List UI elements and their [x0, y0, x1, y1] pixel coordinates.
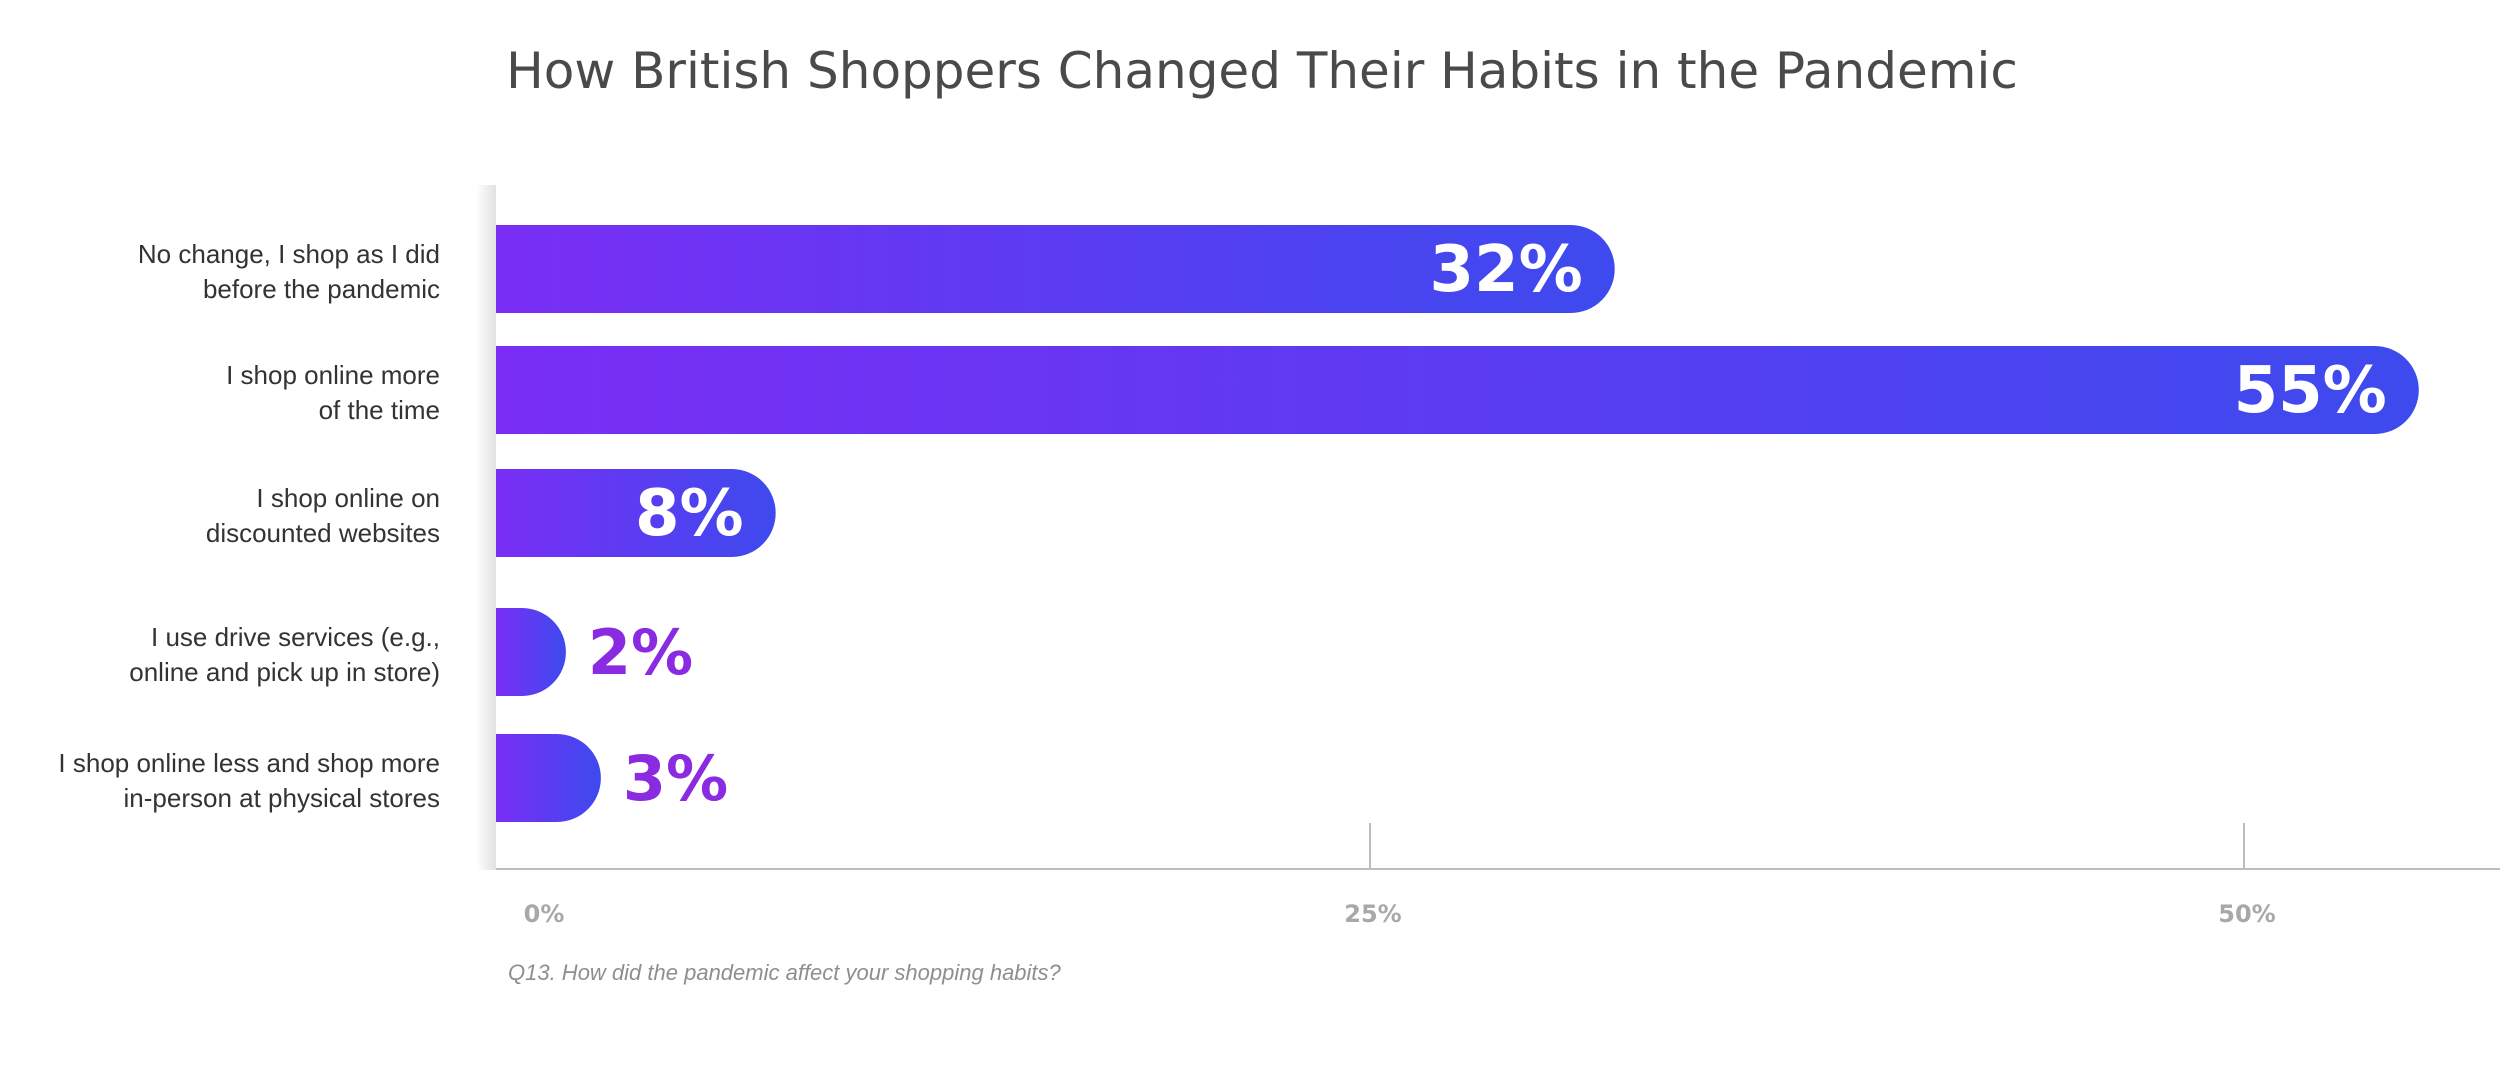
category-label: I use drive services (e.g.,: [151, 622, 440, 652]
x-tick-label: 25%: [1344, 900, 1401, 928]
value-label: 3%: [623, 742, 728, 815]
category-label: I shop online more: [226, 360, 440, 390]
bars-layer: 32% 55% 8% 2% 3%: [496, 225, 2419, 822]
category-label: No change, I shop as I did: [138, 239, 440, 269]
bar: [496, 608, 566, 696]
category-label: discounted websites: [206, 518, 440, 548]
category-label: in-person at physical stores: [124, 783, 440, 813]
bar: [496, 734, 601, 822]
bar: [496, 469, 776, 557]
category-label: of the time: [319, 395, 440, 425]
category-label: I shop online less and shop more: [58, 748, 440, 778]
value-label: 55%: [2234, 354, 2387, 428]
x-tick-label: 50%: [2218, 900, 2275, 928]
category-labels: No change, I shop as I did before the pan…: [58, 239, 440, 813]
chart-title: How British Shoppers Changed Their Habit…: [506, 42, 2018, 100]
bar: [496, 346, 2419, 434]
x-tick-label: 0%: [524, 900, 565, 928]
bar: [496, 225, 1615, 313]
value-label: 8%: [635, 477, 744, 551]
x-axis: 0% 25% 50%: [496, 823, 2500, 928]
axis-shadow: [476, 185, 496, 870]
category-label: online and pick up in store): [129, 657, 440, 687]
category-label: before the pandemic: [203, 274, 440, 304]
value-label: 32%: [1430, 233, 1583, 307]
survey-question: Q13. How did the pandemic affect your sh…: [508, 960, 1062, 985]
category-label: I shop online on: [256, 483, 440, 513]
value-label: 2%: [588, 616, 693, 689]
